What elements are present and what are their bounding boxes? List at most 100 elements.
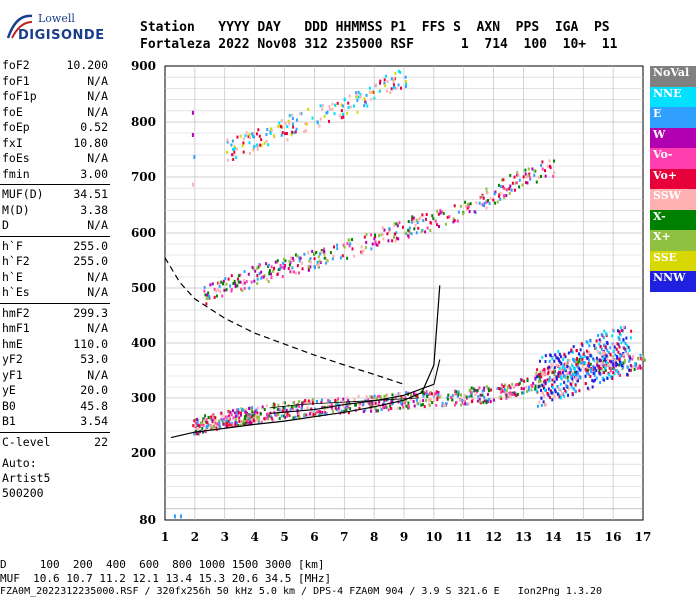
echo-point [328, 104, 331, 108]
echo-point [242, 418, 245, 422]
echo-point [327, 398, 330, 402]
echo-point [315, 399, 318, 403]
echo-point [281, 409, 284, 413]
echo-point [375, 243, 378, 247]
echo-point [404, 396, 407, 400]
echo-point [226, 158, 229, 162]
echo-point [567, 366, 570, 370]
echo-point [549, 366, 552, 370]
param-row: hmF2 299.3 [0, 306, 110, 322]
echo-point [391, 239, 394, 243]
echo-point [245, 414, 248, 418]
echo-point [243, 270, 246, 274]
echo-point [470, 391, 473, 395]
echo-point [265, 262, 268, 266]
echo-point [266, 415, 269, 419]
echo-point [612, 364, 615, 368]
echo-point [383, 398, 386, 402]
echo-point [341, 104, 344, 108]
echo-point [267, 263, 270, 267]
echo-point [609, 369, 612, 373]
echo-point [537, 373, 540, 377]
echo-point [393, 223, 396, 227]
echo-point [594, 366, 597, 370]
auto-info-line: Auto: [2, 456, 37, 470]
echo-point [270, 276, 273, 280]
echo-point [496, 387, 499, 391]
echo-point [459, 398, 462, 402]
echo-point [413, 404, 416, 408]
echo-point [478, 397, 481, 401]
echo-point [534, 384, 537, 388]
echo-point [486, 198, 489, 202]
echo-point [252, 418, 255, 422]
echo-point [399, 71, 402, 75]
echo-point [506, 394, 509, 398]
echo-point [537, 385, 540, 389]
echo-point [496, 200, 499, 204]
echo-point [353, 398, 356, 402]
echo-point [544, 388, 547, 392]
echo-point [251, 265, 254, 269]
echo-point [392, 86, 395, 90]
echo-point [341, 254, 344, 258]
echo-point [206, 293, 209, 297]
echo-point [303, 400, 306, 404]
echo-point [293, 131, 296, 135]
echo-point [282, 407, 285, 411]
param-label: fmin [2, 166, 30, 181]
echo-point [485, 399, 488, 403]
echo-point [588, 388, 591, 392]
echo-point [566, 375, 569, 379]
echo-point [212, 413, 215, 417]
echo-point [280, 119, 283, 123]
echo-point [274, 260, 277, 264]
echo-point [578, 389, 581, 393]
echo-point [541, 369, 544, 373]
echo-point [516, 392, 519, 396]
echo-point [574, 371, 577, 375]
echo-point [410, 220, 413, 224]
echo-point [242, 422, 245, 426]
echo-point [313, 264, 316, 268]
echo-point [595, 346, 598, 350]
echo-point [591, 385, 594, 389]
echo-point [267, 280, 270, 284]
echo-point [634, 361, 637, 365]
echo-point [562, 369, 565, 373]
echo-point [573, 373, 576, 377]
echo-point [595, 356, 598, 360]
echo-point [342, 243, 345, 247]
echo-point [566, 364, 569, 368]
echo-point [279, 266, 282, 270]
echo-point [446, 397, 449, 401]
echo-point [234, 282, 237, 286]
echo-point [508, 187, 511, 191]
echo-point [425, 213, 428, 217]
echo-point [288, 121, 291, 125]
echo-point [284, 415, 287, 419]
echo-point [268, 272, 271, 276]
param-label: foEp [2, 120, 30, 134]
echo-point [474, 388, 477, 392]
echo-point [294, 415, 297, 419]
echo-point [379, 405, 382, 409]
echo-point [266, 277, 269, 281]
param-value: N/A [87, 89, 108, 103]
echo-point [283, 414, 286, 418]
echo-point [501, 178, 504, 182]
echo-point [305, 413, 308, 417]
echo-point [600, 362, 603, 366]
echo-point [466, 202, 469, 206]
echo-point [584, 367, 587, 371]
echo-point [423, 392, 426, 396]
echo-point [601, 355, 604, 359]
echo-point [243, 281, 246, 285]
echo-point [596, 363, 599, 367]
echo-point [226, 140, 229, 144]
echo-point [436, 398, 439, 402]
echo-point [323, 407, 326, 411]
echo-point [325, 412, 328, 416]
echo-point [212, 425, 215, 429]
echo-point [592, 357, 595, 361]
